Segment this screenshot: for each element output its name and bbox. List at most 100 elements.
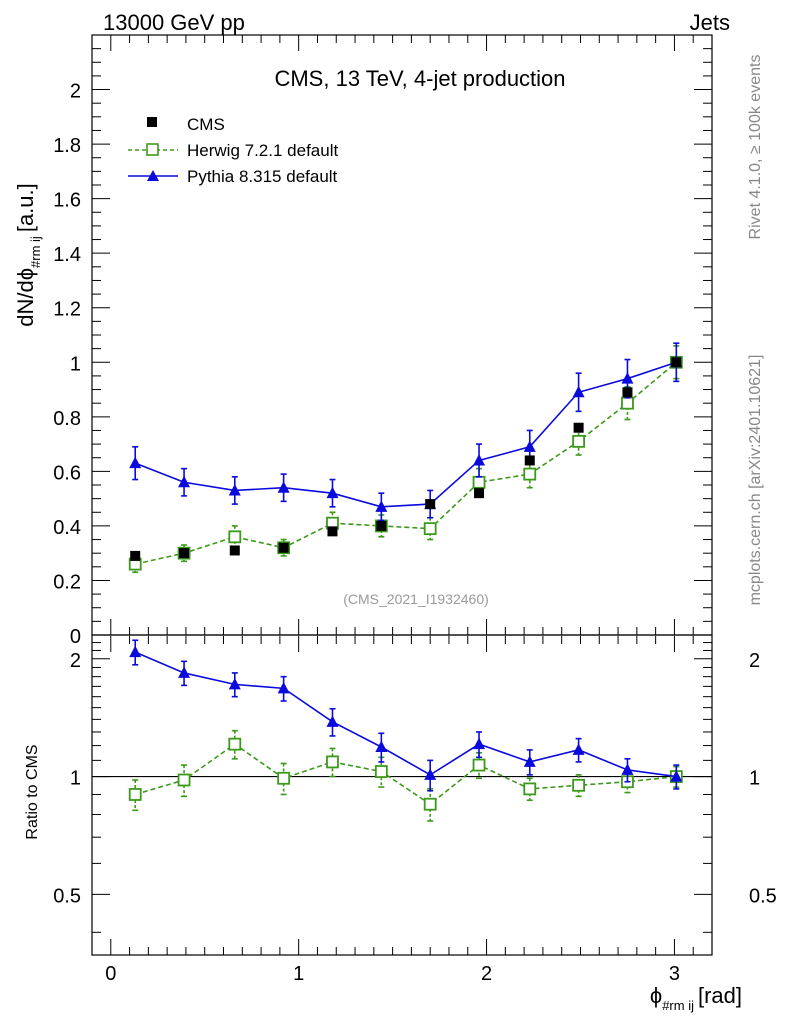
x-tick-label: 3 [669,963,680,985]
data-point [423,797,437,811]
data-point [278,542,289,553]
data-point [621,763,634,775]
main-y-tick-label: 1 [70,353,81,375]
data-point [472,758,486,772]
legend-marker-herwig [146,143,159,156]
data-point [473,737,486,750]
data-point [375,500,388,512]
data-point [277,681,290,694]
chart-title: CMS, 13 TeV, 4-jet production [274,66,565,91]
main-y-tick-label: 2 [70,81,81,103]
ratio-y-tick-label: 2 [70,650,81,672]
data-point [376,520,387,531]
ratio-series-layer [128,639,683,822]
data-point [130,550,141,561]
x-tick-label: 2 [481,963,492,985]
data-point [523,782,537,796]
ratio-y-tick-label-right: 2 [749,650,760,672]
legend: CMS Herwig 7.2.1 default Pythia 8.315 de… [128,115,338,186]
data-point [472,475,486,489]
data-point [524,455,535,466]
data-point [671,357,682,368]
main-y-tick-label: 1.8 [53,135,81,157]
main-y-tick-label: 1.4 [53,244,81,266]
data-point [622,387,633,398]
series-line-2 [134,361,677,508]
data-point [474,488,485,499]
data-point [228,483,241,496]
data-point [129,456,142,469]
x-tick-label: 0 [105,963,116,985]
main-y-tick-label: 0.8 [53,408,81,430]
data-point [179,548,190,559]
ratio-y-axis: 0.5 0.5 1 1 2 2 [53,642,777,933]
data-point [177,773,191,787]
x-tick-label: 1 [293,963,304,985]
data-point [423,522,437,536]
data-point [523,440,536,452]
x-axis: 0 1 2 3 [105,35,713,985]
category-label: Jets [690,10,730,35]
data-point [523,755,536,767]
analysis-watermark: (CMS_2021_I1932460) [343,591,489,607]
ratio-y-tick-label: 1 [70,768,81,790]
data-point [277,771,291,785]
data-point [374,765,388,778]
data-point [277,481,290,493]
main-y-tick-label: 0.6 [53,462,81,484]
main-y-axis-label: dN/dϕ#rm ij [a.u.] [13,183,43,327]
data-point [326,715,339,727]
data-point [327,526,338,537]
ratio-y-tick-label: 0.5 [53,885,81,907]
data-point [523,467,537,481]
main-y-tick-label: 1.2 [53,299,81,321]
main-y-tick-label: 1.6 [53,190,81,212]
data-point [572,778,586,792]
ratio-y-axis-label: Ratio to CMS [24,744,41,839]
data-point [178,666,191,678]
data-point [326,755,339,769]
data-point [572,385,585,398]
data-point [228,677,241,690]
legend-label-cms: CMS [187,115,225,134]
data-point [670,770,683,782]
xlabel-main: ϕ [650,983,662,1008]
ratio-panel-frame [91,634,713,956]
ratio-y-tick-label-right: 1 [749,768,760,790]
x-axis-label: ϕ#rm ij [rad] [650,983,742,1013]
series-line-r0 [134,743,677,806]
data-point [229,545,240,556]
data-point [375,740,388,752]
main-y-tick-label: 0 [70,626,81,648]
mcplots-label: mcplots.cern.ch [arXiv:2401.10621] [747,355,764,606]
data-point [572,743,585,755]
data-point [129,645,142,658]
data-point [572,434,586,448]
main-y-tick-label: 0.2 [53,571,81,593]
legend-label-herwig: Herwig 7.2.1 default [187,141,338,160]
data-point [424,768,437,780]
data-point [128,788,142,801]
series-line-1 [135,361,677,565]
xlabel-sub: #rm ij [662,998,694,1013]
rivet-label: Rivet 4.1.0, ≥ 100k events [747,55,764,240]
svg-text:dN/dϕ#rm ij[a.u.]: dN/dϕ#rm ij [a.u.] [13,183,43,327]
data-point [621,396,634,410]
main-y-tick-label: 0.4 [53,517,81,539]
main-y-axis: 0 0.2 0.4 0.6 0.8 1 1.2 1.4 1.6 1.8 2 [53,34,712,648]
legend-label-pythia: Pythia 8.315 default [187,167,338,186]
ratio-y-tick-label-right: 0.5 [749,885,777,907]
data-point [425,499,436,510]
main-series-layer [128,342,683,574]
legend-marker-pythia [147,170,159,181]
data-point [178,475,191,488]
series-line-r1 [134,651,677,778]
data-point [228,737,242,751]
data-point [573,422,584,433]
data-point [621,372,634,384]
data-point [326,486,339,499]
data-point [228,530,242,544]
main-ylabel-sub: #rm ij [28,236,43,268]
data-point [473,453,486,466]
